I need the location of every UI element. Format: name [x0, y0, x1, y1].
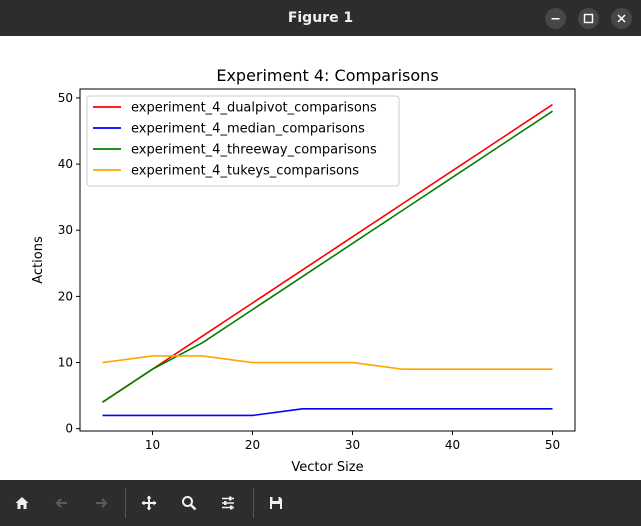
chart-title: Experiment 4: Comparisons [216, 66, 438, 85]
forward-arrow-icon [96, 498, 108, 508]
legend-label: experiment_4_threeway_comparisons [131, 143, 377, 158]
chart-svg: Experiment 4: Comparisons 10 20 30 40 50 0 10 2… [31, 66, 576, 475]
x-tick-label: 40 [445, 438, 460, 452]
x-axis-label: Vector Size [291, 460, 363, 475]
y-tick-label: 40 [58, 157, 73, 171]
y-tick-label: 0 [65, 422, 73, 436]
pan-button[interactable] [136, 490, 162, 516]
home-icon [15, 497, 29, 509]
maximize-button[interactable] [578, 8, 599, 29]
series-line-0 [102, 103, 553, 403]
configure-subplots-icon [222, 496, 234, 510]
save-button[interactable] [263, 490, 289, 516]
configure-subplots-button[interactable] [215, 490, 241, 516]
series-line-3 [102, 355, 553, 370]
close-button[interactable] [611, 8, 632, 29]
toolbar-separator [125, 488, 126, 518]
legend-box [86, 95, 400, 187]
plot-frame [79, 88, 576, 432]
toolbar-separator [253, 488, 254, 518]
x-tick-label: 10 [145, 438, 160, 452]
y-axis-label: Actions [31, 236, 46, 284]
x-tick-label: 50 [545, 438, 560, 452]
zoom-icon [182, 496, 197, 511]
y-tick-label: 20 [58, 289, 73, 303]
y-tick-label: 30 [58, 223, 73, 237]
back-arrow-icon [55, 498, 67, 508]
save-icon [270, 497, 282, 509]
back-button[interactable] [49, 490, 75, 516]
close-icon [617, 14, 626, 23]
forward-button[interactable] [88, 490, 114, 516]
legend: experiment_4_dualpivot_comparisonsexperi… [86, 95, 400, 187]
move-icon [141, 495, 157, 511]
navigation-toolbar [0, 480, 641, 526]
legend-label: experiment_4_dualpivot_comparisons [131, 101, 377, 116]
axis-ticks: 10 20 30 40 50 0 10 20 30 40 50 [58, 91, 560, 452]
window-title: Figure 1 [287, 10, 354, 26]
x-tick-label: 30 [345, 438, 360, 452]
legend-label: experiment_4_tukeys_comparisons [131, 164, 359, 179]
minimize-button[interactable] [545, 8, 566, 29]
minimize-icon [551, 18, 560, 20]
plot-lines [102, 103, 553, 417]
y-tick-label: 10 [58, 356, 73, 370]
maximize-icon [583, 13, 594, 24]
window-titlebar: Figure 1 [0, 0, 641, 36]
y-tick-label: 50 [58, 91, 73, 105]
series-line-1 [102, 408, 553, 417]
x-tick-label: 20 [245, 438, 260, 452]
legend-label: experiment_4_median_comparisons [131, 122, 365, 137]
home-button[interactable] [9, 490, 35, 516]
figure-canvas[interactable]: Experiment 4: Comparisons 10 20 30 40 50 0 10 2… [0, 36, 641, 480]
zoom-button[interactable] [176, 490, 202, 516]
